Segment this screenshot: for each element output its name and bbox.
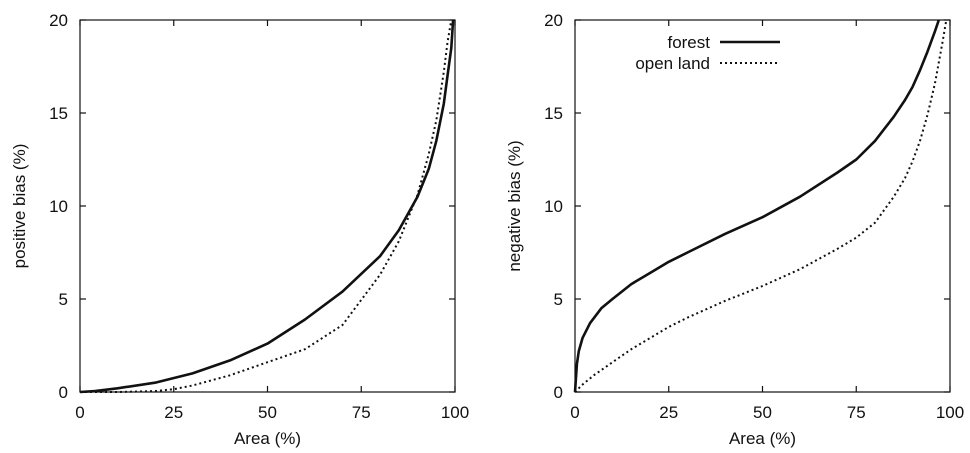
plot1-x-axis-label: Area (%) (234, 429, 301, 448)
right-plot: 0 25 50 75 100 0 5 10 15 20 Area (%) negative bias … (505, 11, 964, 448)
plot2-y-axis-label: negative bias (%) (505, 140, 524, 271)
plot1-series-forest-line (79, 19, 455, 394)
plot2-y-tick-label: 5 (554, 290, 563, 309)
plot2-x-tick-label: 75 (847, 403, 866, 422)
plot2-x-tick-label: 100 (936, 403, 964, 422)
plot2-y-tick-label: 10 (544, 197, 563, 216)
plot2-x-tick-label: 25 (659, 403, 678, 422)
plot1-y-tick-label: 15 (49, 104, 68, 123)
plot2-y-tick-label: 0 (554, 383, 563, 402)
plot1-y-tick-label: 0 (59, 383, 68, 402)
plot1-y-tick-label: 5 (59, 290, 68, 309)
plot2-frame (574, 19, 951, 393)
plot2-x-tick-label: 50 (753, 403, 772, 422)
plot2-legend-label-forest: forest (667, 33, 710, 52)
plot2-x-tick-label: 0 (570, 403, 579, 422)
plot1-x-tick-label: 0 (75, 403, 84, 422)
plot1-series-open-land-line (80, 19, 453, 393)
plot1-x-tick-label: 75 (352, 403, 371, 422)
plot1-y-tick-label: 10 (49, 197, 68, 216)
plot2-legend-label-open-land: open land (635, 54, 710, 73)
plot2-x-axis-label: Area (%) (729, 429, 796, 448)
plot2-y-tick-label: 20 (544, 11, 563, 30)
plot1-y-tick-label: 20 (49, 11, 68, 30)
plot2-series-forest-line (573, 19, 941, 393)
plot1-x-tick-label: 100 (441, 403, 469, 422)
plot1-x-tick-label: 25 (164, 403, 183, 422)
left-plot: 0 25 50 75 100 0 5 10 15 20 Area (%) positive bias … (10, 11, 469, 448)
plot1-x-tick-label: 50 (258, 403, 277, 422)
plot2-series-open-land-line (574, 19, 948, 393)
plot1-frame (79, 19, 456, 393)
plot2-y-tick-label: 15 (544, 104, 563, 123)
plot1-y-axis-label: positive bias (%) (10, 144, 29, 269)
